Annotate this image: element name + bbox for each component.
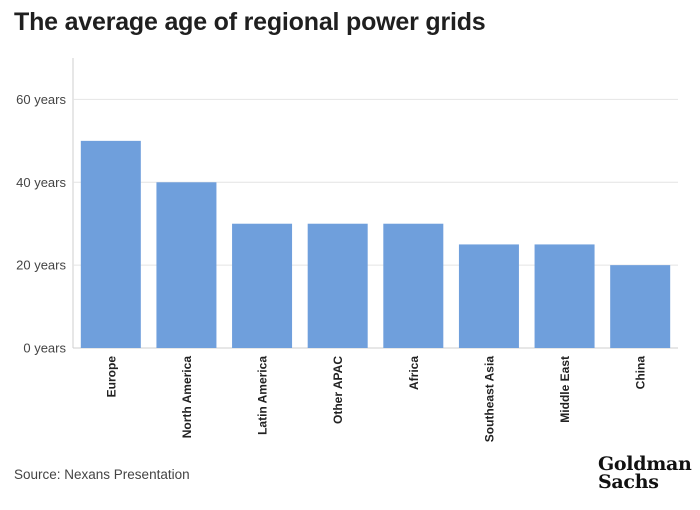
y-tick-label: 20 years (16, 258, 66, 273)
bar-europe (80, 140, 141, 348)
y-tick-label: 0 years (23, 341, 66, 356)
bar-china (610, 265, 671, 348)
bar-north-america (156, 182, 217, 348)
logo-line-1: Goldman (598, 453, 692, 475)
x-tick-label: Africa (407, 356, 421, 390)
y-tick-label: 40 years (16, 175, 66, 190)
logo-line-2: Sachs (598, 471, 659, 493)
goldman-sachs-logo: Goldman Sachs (598, 453, 692, 493)
x-axis-ticks: Europe North America Latin America Other AP… (104, 356, 647, 443)
chart-title: The average age of regional power grids (14, 8, 486, 36)
x-tick-label: North America (180, 356, 194, 439)
y-tick-label: 60 years (16, 92, 66, 107)
x-tick-label: Middle East (558, 356, 572, 423)
y-axis-ticks: 0 years 20 years 40 years 60 years (16, 92, 66, 356)
x-tick-label: Other APAC (331, 356, 345, 424)
bar-latin-america (232, 223, 293, 348)
x-tick-label: Southeast Asia (482, 356, 496, 443)
bar-southeast-asia (458, 244, 519, 348)
x-tick-label: China (634, 356, 648, 390)
bar-africa (383, 223, 444, 348)
bar-middle-east (534, 244, 595, 348)
bar-other-apac (307, 223, 368, 348)
x-tick-label: Latin America (256, 356, 270, 435)
source-note: Source: Nexans Presentation (14, 467, 190, 482)
x-tick-label: Europe (104, 356, 118, 398)
bars (80, 140, 671, 348)
